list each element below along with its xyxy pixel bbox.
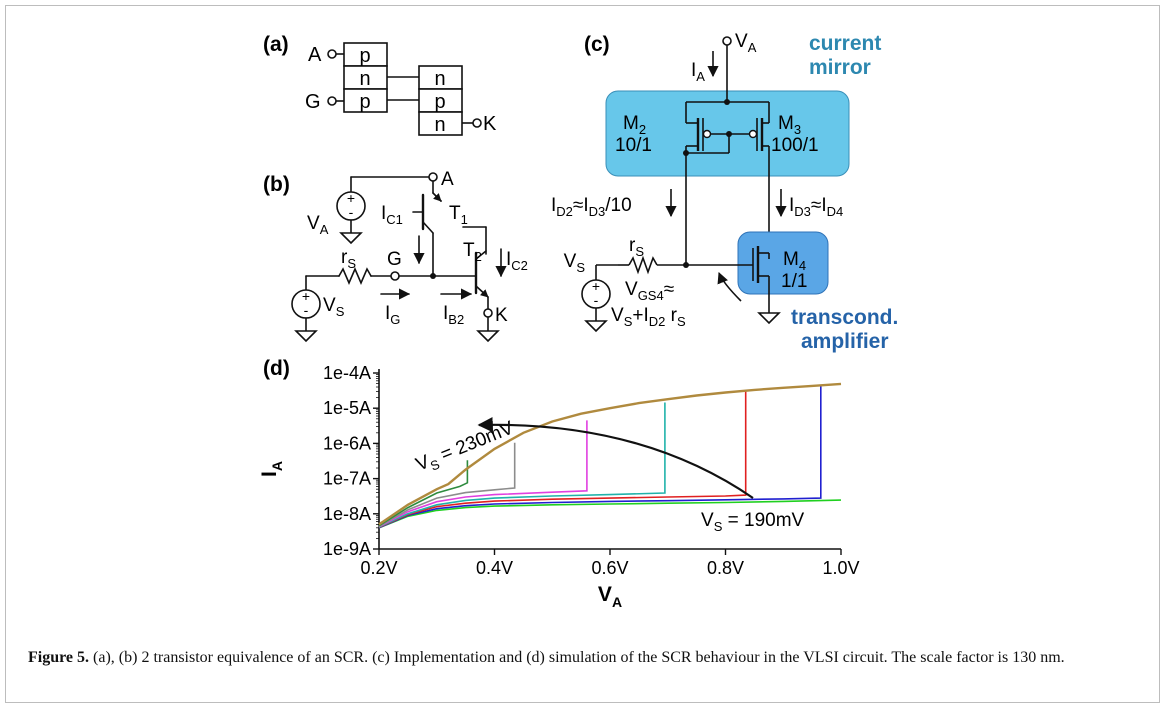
figure-caption: Figure 5. (a), (b) 2 transistor equivale… [28,646,1148,669]
panel-c: (c) current mirror VA IA M2 10/1 [551,31,898,353]
layer-right-n1: n [434,68,445,90]
t1-label: T1 [449,203,468,227]
terminal-k: K [483,113,497,135]
panel-a: (a) p n p n p n A G K [263,33,497,136]
t2-label: T2 [463,240,482,264]
vgs4-label: VGS4≈ [625,279,674,303]
y-tick-label: 1e-7A [323,469,371,489]
m4-ratio: 1/1 [781,271,807,292]
sweep-arrow [477,416,754,499]
caption-text: (a), (b) 2 transistor equivalence of an … [89,649,1065,666]
terminal-a: A [308,44,322,66]
vs-plus: + [302,288,310,304]
figure-5: (a) p n p n p n A G K (b) A [258,31,898,610]
y-tick-label: 1e-4A [323,363,371,383]
vs-c-label: VS [564,251,586,275]
layer-left-p2: p [359,91,370,113]
terminal-g: G [305,91,321,113]
node-k: K [495,305,508,326]
rs-label: rS [341,247,356,271]
series-line-3 [378,420,588,528]
x-tick-label: 0.8V [707,558,744,578]
rs-c-label: rS [629,235,644,259]
y-tick-label: 1e-5A [323,398,371,418]
series-line-1 [378,460,469,527]
ig-label: IG [385,303,400,327]
panel-a-label: (a) [263,33,289,56]
x-tick-label: 0.4V [476,558,513,578]
series-line-4 [378,402,666,528]
annotation-vs-190: VS = 190mV [701,510,805,534]
vs-c-plus: + [592,278,600,294]
ib2-label: IB2 [443,303,464,327]
node-g: G [387,249,402,270]
y-tick-label: 1e-9A [323,539,371,559]
iv-chart: 1e-4A 1e-5A 1e-6A 1e-7A 1e-8A 1e-9A0.2V 0.4V 0.… [258,363,860,610]
transcond-amplifier-box [737,231,829,295]
series-line-2 [378,442,516,528]
x-tick-label: 0.2V [360,558,397,578]
m3-ratio: 100/1 [771,135,819,156]
ic2-label: IC2 [506,249,528,273]
amp-label-transcond: transcond. [791,306,898,329]
vs-c-minus: - [594,292,599,308]
y-tick-label: 1e-8A [323,504,371,524]
layer-right-n2: n [434,114,445,136]
y-tick-label: 1e-6A [323,433,371,453]
series-line-5 [378,391,747,529]
series-line-7 [378,499,842,529]
node-a: A [441,169,454,190]
va-label: VA [307,213,329,237]
panel-b-label: (b) [263,173,290,196]
panel-c-label: (c) [584,33,610,56]
x-axis-label: VA [598,583,622,610]
m3-label: M3 [778,113,801,137]
amp-label-amplifier: amplifier [801,330,889,353]
y-axis-label: IA [258,461,285,477]
layer-left-p1: p [359,45,370,67]
mirror-label-mirror: mirror [809,56,871,79]
panel-b: (b) A + - VA T1 IC1 K [263,169,528,343]
vs-label: VS [323,295,345,319]
figure-frame: (a) p n p n p n A G K (b) A [5,5,1160,703]
x-tick-label: 0.6V [591,558,628,578]
vs-minus: - [304,302,309,318]
m2-label: M2 [623,113,646,137]
panel-d-label: (d) [263,357,290,380]
mirror-label-current: current [809,32,881,55]
ic1-label: IC1 [381,203,403,227]
m4-label: M4 [783,249,806,273]
va-terminal: VA [735,31,757,55]
id2-label: ID2≈ID3/10 [551,195,632,219]
vgs4-expr: VS+ID2 rS [611,305,686,329]
m2-ratio: 10/1 [615,135,652,156]
va-minus: - [349,204,354,220]
caption-label: Figure 5. [28,649,90,666]
va-plus: + [347,190,355,206]
layer-right-p: p [434,91,445,113]
series-line-6 [378,385,822,529]
ia-label: IA [691,60,705,84]
series-line-0 [378,382,842,526]
id3-label: ID3≈ID4 [789,195,843,219]
panel-d: (d) 1e-4A 1e-5A 1e-6A 1e-7A 1e-8A 1e-9A0.2V 0.… [258,357,860,610]
layer-left-n: n [359,68,370,90]
x-tick-label: 1.0V [822,558,859,578]
